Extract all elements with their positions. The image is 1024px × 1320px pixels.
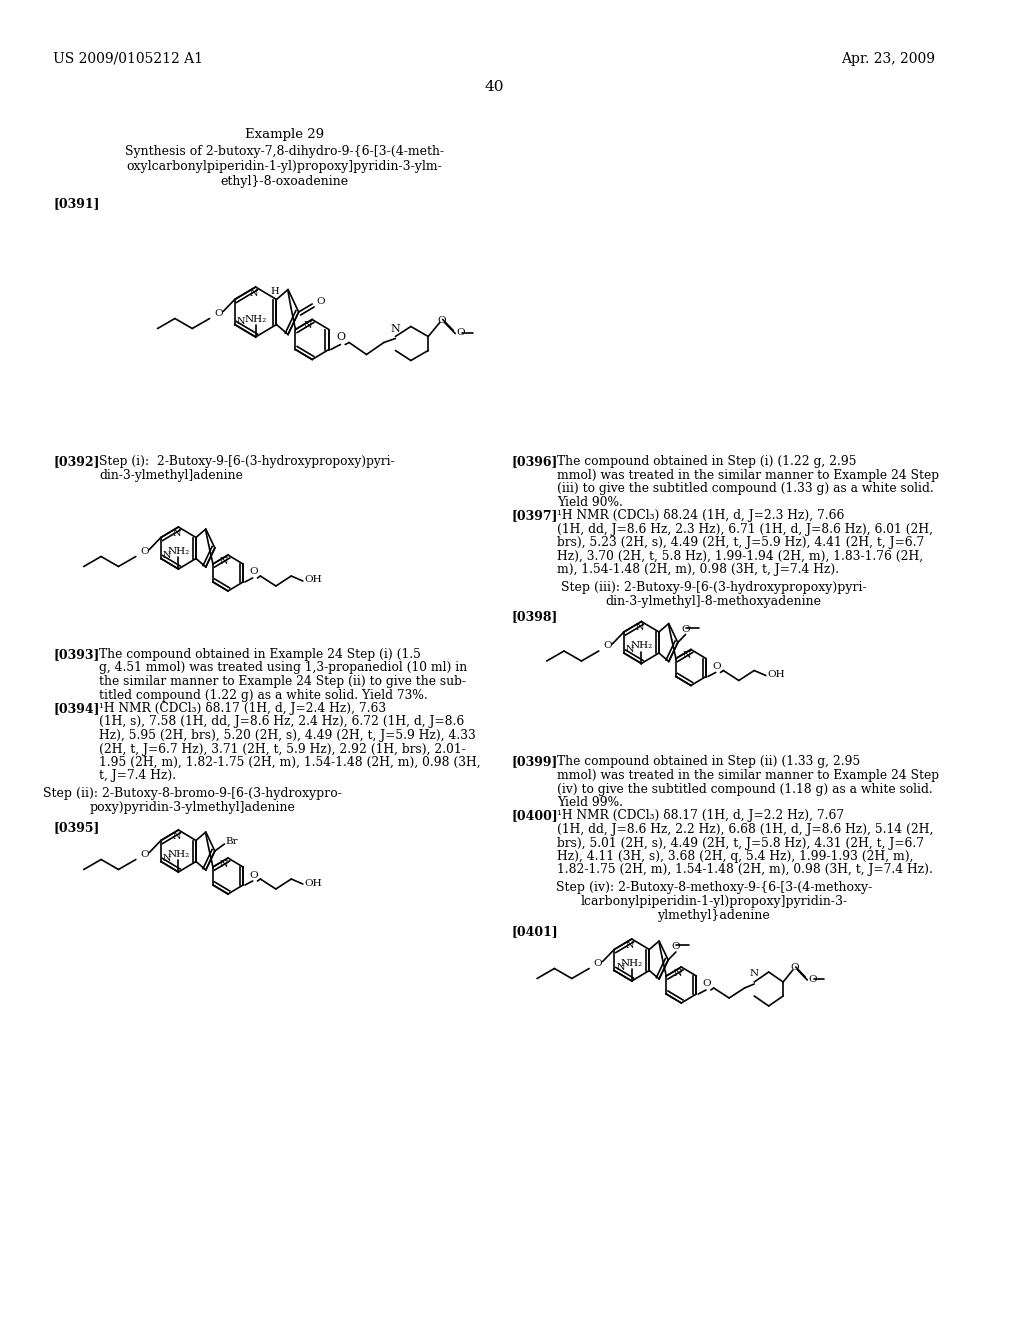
Text: Step (iv): 2-Butoxy-8-methoxy-9-{6-[3-(4-methoxy-: Step (iv): 2-Butoxy-8-methoxy-9-{6-[3-(4… — [556, 880, 871, 894]
Text: Synthesis of 2-butoxy-7,8-dihydro-9-{6-[3-(4-meth-: Synthesis of 2-butoxy-7,8-dihydro-9-{6-[… — [125, 145, 444, 158]
Text: NH₂: NH₂ — [245, 315, 266, 323]
Text: 40: 40 — [484, 81, 504, 94]
Text: O: O — [249, 568, 258, 577]
Text: N: N — [616, 964, 625, 972]
Text: OH: OH — [305, 576, 323, 585]
Text: Yield 90%.: Yield 90%. — [557, 495, 624, 508]
Text: O: O — [337, 333, 346, 342]
Text: N: N — [683, 652, 691, 660]
Text: ylmethyl}adenine: ylmethyl}adenine — [657, 909, 770, 921]
Text: titled compound (1.22 g) as a white solid. Yield 73%.: titled compound (1.22 g) as a white soli… — [99, 689, 428, 701]
Text: O: O — [713, 663, 721, 671]
Text: Example 29: Example 29 — [245, 128, 324, 141]
Text: [0400]: [0400] — [511, 809, 558, 822]
Text: the similar manner to Example 24 Step (ii) to give the sub-: the similar manner to Example 24 Step (i… — [99, 675, 466, 688]
Text: O: O — [140, 546, 148, 556]
Text: O: O — [249, 870, 258, 879]
Text: O: O — [808, 974, 817, 983]
Text: N: N — [390, 323, 400, 334]
Text: N: N — [163, 550, 171, 560]
Text: 1.82-1.75 (2H, m), 1.54-1.48 (2H, m), 0.98 (3H, t, J=7.4 Hz).: 1.82-1.75 (2H, m), 1.54-1.48 (2H, m), 0.… — [557, 863, 933, 876]
Text: (1H, dd, J=8.6 Hz, 2.3 Hz), 6.71 (1H, d, J=8.6 Hz), 6.01 (2H,: (1H, dd, J=8.6 Hz, 2.3 Hz), 6.71 (1H, d,… — [557, 523, 934, 536]
Text: NH₂: NH₂ — [167, 850, 189, 859]
Text: [0394]: [0394] — [53, 702, 99, 715]
Text: [0392]: [0392] — [53, 455, 99, 469]
Text: oxylcarbonylpiperidin-1-yl)propoxy]pyridin-3-ylm-: oxylcarbonylpiperidin-1-yl)propoxy]pyrid… — [127, 160, 442, 173]
Text: N: N — [250, 289, 258, 298]
Text: ¹H NMR (CDCl₃) δ8.24 (1H, d, J=2.3 Hz), 7.66: ¹H NMR (CDCl₃) δ8.24 (1H, d, J=2.3 Hz), … — [557, 510, 845, 521]
Text: NH₂: NH₂ — [621, 960, 643, 968]
Text: N: N — [172, 832, 181, 841]
Text: Hz), 3.70 (2H, t, 5.8 Hz), 1.99-1.94 (2H, m), 1.83-1.76 (2H,: Hz), 3.70 (2H, t, 5.8 Hz), 1.99-1.94 (2H… — [557, 549, 924, 562]
Text: din-3-ylmethyl]adenine: din-3-ylmethyl]adenine — [99, 469, 244, 482]
Text: (1H, dd, J=8.6 Hz, 2.2 Hz), 6.68 (1H, d, J=8.6 Hz), 5.14 (2H,: (1H, dd, J=8.6 Hz, 2.2 Hz), 6.68 (1H, d,… — [557, 822, 934, 836]
Text: poxy)pyridin-3-ylmethyl]adenine: poxy)pyridin-3-ylmethyl]adenine — [90, 801, 296, 814]
Text: O: O — [594, 960, 602, 968]
Text: OH: OH — [305, 879, 323, 887]
Text: The compound obtained in Step (ii) (1.33 g, 2.95: The compound obtained in Step (ii) (1.33… — [557, 755, 861, 768]
Text: N: N — [172, 529, 181, 539]
Text: [0398]: [0398] — [511, 610, 557, 623]
Text: Yield 99%.: Yield 99%. — [557, 796, 624, 809]
Text: (iv) to give the subtitled compound (1.18 g) as a white solid.: (iv) to give the subtitled compound (1.1… — [557, 783, 933, 796]
Text: O: O — [702, 979, 712, 989]
Text: N: N — [750, 969, 759, 978]
Text: O: O — [316, 297, 325, 306]
Text: OH: OH — [768, 671, 785, 678]
Text: brs), 5.01 (2H, s), 4.49 (2H, t, J=5.8 Hz), 4.31 (2H, t, J=6.7: brs), 5.01 (2H, s), 4.49 (2H, t, J=5.8 H… — [557, 837, 925, 850]
Text: mmol) was treated in the similar manner to Example 24 Step: mmol) was treated in the similar manner … — [557, 770, 939, 781]
Text: m), 1.54-1.48 (2H, m), 0.98 (3H, t, J=7.4 Hz).: m), 1.54-1.48 (2H, m), 0.98 (3H, t, J=7.… — [557, 564, 840, 576]
Text: [0397]: [0397] — [511, 510, 558, 521]
Text: mmol) was treated in the similar manner to Example 24 Step: mmol) was treated in the similar manner … — [557, 469, 939, 482]
Text: t, J=7.4 Hz).: t, J=7.4 Hz). — [99, 770, 176, 783]
Text: (2H, t, J=6.7 Hz), 3.71 (2H, t, 5.9 Hz), 2.92 (1H, brs), 2.01-: (2H, t, J=6.7 Hz), 3.71 (2H, t, 5.9 Hz),… — [99, 742, 466, 755]
Text: O: O — [456, 327, 465, 337]
Text: O: O — [140, 850, 148, 859]
Text: [0393]: [0393] — [53, 648, 99, 661]
Text: O: O — [603, 642, 611, 651]
Text: N: N — [237, 317, 245, 326]
Text: N: N — [220, 861, 228, 869]
Text: ¹H NMR (CDCl₃) δ8.17 (1H, d, J=2.2 Hz), 7.67: ¹H NMR (CDCl₃) δ8.17 (1H, d, J=2.2 Hz), … — [557, 809, 845, 822]
Text: g, 4.51 mmol) was treated using 1,3-propanediol (10 ml) in: g, 4.51 mmol) was treated using 1,3-prop… — [99, 661, 468, 675]
Text: N: N — [673, 969, 682, 978]
Text: NH₂: NH₂ — [630, 642, 652, 651]
Text: Hz), 4.11 (3H, s), 3.68 (2H, q, 5.4 Hz), 1.99-1.93 (2H, m),: Hz), 4.11 (3H, s), 3.68 (2H, q, 5.4 Hz),… — [557, 850, 914, 863]
Text: Br: Br — [225, 837, 238, 846]
Text: [0401]: [0401] — [511, 925, 558, 939]
Text: brs), 5.23 (2H, s), 4.49 (2H, t, J=5.9 Hz), 4.41 (2H, t, J=6.7: brs), 5.23 (2H, s), 4.49 (2H, t, J=5.9 H… — [557, 536, 925, 549]
Text: N: N — [626, 941, 634, 950]
Text: N: N — [626, 645, 634, 655]
Text: N: N — [635, 623, 644, 632]
Text: Step (i):  2-Butoxy-9-[6-(3-hydroxypropoxy)pyri-: Step (i): 2-Butoxy-9-[6-(3-hydroxypropox… — [99, 455, 395, 469]
Text: N: N — [163, 854, 171, 863]
Text: Step (ii): 2-Butoxy-8-bromo-9-[6-(3-hydroxypro-: Step (ii): 2-Butoxy-8-bromo-9-[6-(3-hydr… — [43, 787, 342, 800]
Text: O: O — [438, 315, 446, 325]
Text: ¹H NMR (CDCl₃) δ8.17 (1H, d, J=2.4 Hz), 7.63: ¹H NMR (CDCl₃) δ8.17 (1H, d, J=2.4 Hz), … — [99, 702, 386, 715]
Text: lcarbonylpiperidin-1-yl)propoxy]pyridin-3-: lcarbonylpiperidin-1-yl)propoxy]pyridin-… — [581, 895, 847, 908]
Text: 1.95 (2H, m), 1.82-1.75 (2H, m), 1.54-1.48 (2H, m), 0.98 (3H,: 1.95 (2H, m), 1.82-1.75 (2H, m), 1.54-1.… — [99, 756, 481, 770]
Text: Apr. 23, 2009: Apr. 23, 2009 — [842, 51, 936, 66]
Text: O: O — [681, 624, 690, 634]
Text: O: O — [214, 309, 222, 318]
Text: O: O — [672, 942, 680, 950]
Text: Step (iii): 2-Butoxy-9-[6-(3-hydroxypropoxy)pyri-: Step (iii): 2-Butoxy-9-[6-(3-hydroxyprop… — [561, 581, 866, 594]
Text: ethyl}-8-oxoadenine: ethyl}-8-oxoadenine — [220, 176, 348, 187]
Text: H: H — [270, 286, 279, 296]
Text: The compound obtained in Example 24 Step (i) (1.5: The compound obtained in Example 24 Step… — [99, 648, 421, 661]
Text: (iii) to give the subtitled compound (1.33 g) as a white solid.: (iii) to give the subtitled compound (1.… — [557, 482, 934, 495]
Text: Hz), 5.95 (2H, brs), 5.20 (2H, s), 4.49 (2H, t, J=5.9 Hz), 4.33: Hz), 5.95 (2H, brs), 5.20 (2H, s), 4.49 … — [99, 729, 476, 742]
Text: O: O — [791, 964, 800, 973]
Text: (1H, s), 7.58 (1H, dd, J=8.6 Hz, 2.4 Hz), 6.72 (1H, d, J=8.6: (1H, s), 7.58 (1H, dd, J=8.6 Hz, 2.4 Hz)… — [99, 715, 465, 729]
Text: US 2009/0105212 A1: US 2009/0105212 A1 — [53, 51, 203, 66]
Text: [0396]: [0396] — [511, 455, 557, 469]
Text: N: N — [220, 557, 228, 566]
Text: NH₂: NH₂ — [167, 546, 189, 556]
Text: N: N — [304, 322, 312, 330]
Text: din-3-ylmethyl]-8-methoxyadenine: din-3-ylmethyl]-8-methoxyadenine — [606, 594, 821, 607]
Text: The compound obtained in Step (i) (1.22 g, 2.95: The compound obtained in Step (i) (1.22 … — [557, 455, 857, 469]
Text: [0391]: [0391] — [53, 197, 99, 210]
Text: [0399]: [0399] — [511, 755, 557, 768]
Text: [0395]: [0395] — [53, 821, 99, 834]
